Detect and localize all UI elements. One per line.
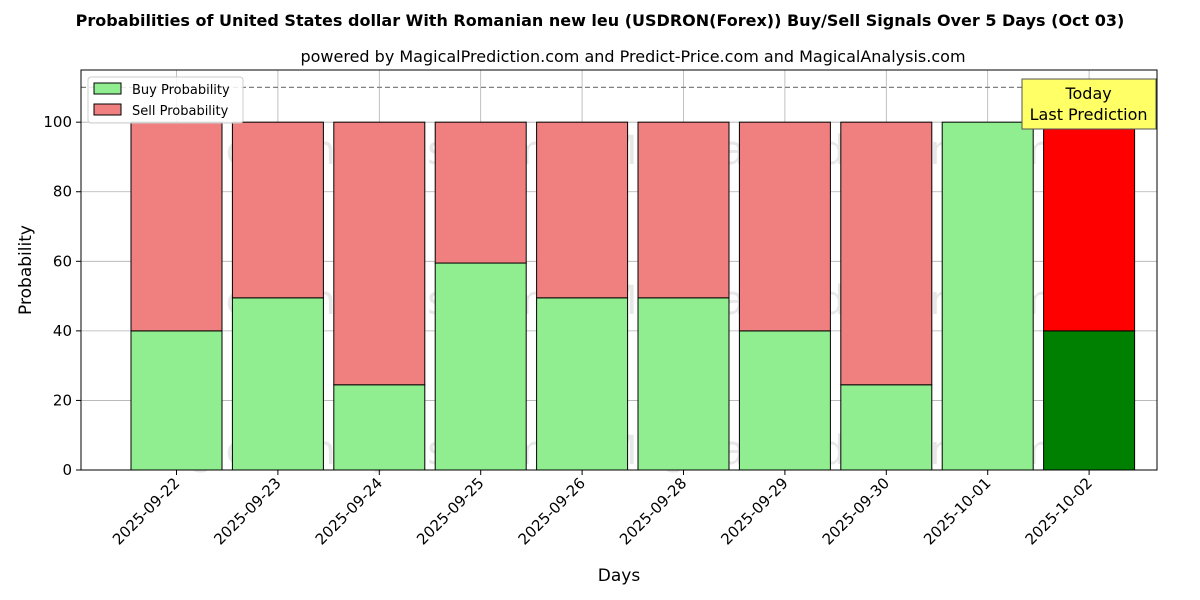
y-tick-label: 100 bbox=[43, 113, 72, 131]
buy-bar bbox=[231, 297, 324, 471]
legend: Buy Probability Sell Probability bbox=[87, 76, 244, 124]
buy-bar bbox=[840, 384, 933, 471]
buy-bar bbox=[941, 121, 1034, 471]
sell-bar bbox=[840, 121, 933, 386]
buy-bar bbox=[434, 262, 527, 471]
chart-title: Probabilities of United States dollar Wi… bbox=[76, 11, 1125, 30]
x-tick-label: 2025-09-28 bbox=[616, 474, 690, 548]
annotation-box: Today Last Prediction bbox=[1021, 78, 1157, 130]
annotation-text: Today bbox=[1064, 84, 1111, 103]
buy-bar bbox=[1043, 330, 1136, 471]
legend-label: Sell Probability bbox=[132, 104, 229, 119]
buy-bar bbox=[738, 330, 831, 471]
x-tick-label: 2025-09-23 bbox=[210, 474, 284, 548]
x-tick-label: 2025-09-26 bbox=[515, 474, 589, 548]
buy-bar bbox=[536, 297, 629, 471]
x-tick-label: 2025-10-02 bbox=[1022, 474, 1096, 548]
bars bbox=[130, 121, 1136, 471]
legend-frame bbox=[87, 76, 244, 124]
y-tick-label: 80 bbox=[53, 183, 72, 201]
buy-bar bbox=[333, 384, 426, 471]
annotation-box-bg bbox=[1021, 78, 1157, 130]
sell-bar bbox=[738, 121, 831, 332]
legend-label: Buy Probability bbox=[132, 83, 230, 98]
x-tick-label: 2025-09-30 bbox=[819, 474, 893, 548]
y-axis-label: Probability bbox=[16, 225, 36, 315]
y-axis: 0 20 40 60 80 100 bbox=[43, 113, 81, 479]
chart-subtitle: powered by MagicalPrediction.com and Pre… bbox=[300, 47, 965, 66]
sell-bar bbox=[130, 121, 223, 332]
sell-bar bbox=[637, 121, 730, 299]
x-tick-label: 2025-09-22 bbox=[109, 474, 183, 548]
sell-bar bbox=[434, 121, 527, 264]
sell-bar bbox=[333, 121, 426, 386]
x-axis: 2025-09-22 2025-09-23 2025-09-24 2025-09-25… bbox=[109, 470, 1096, 548]
y-tick-label: 0 bbox=[62, 461, 72, 479]
annotation-text: Last Prediction bbox=[1030, 105, 1148, 124]
y-tick-label: 20 bbox=[53, 391, 72, 409]
legend-swatch bbox=[93, 82, 122, 95]
x-axis-label: Days bbox=[598, 566, 641, 586]
legend-swatch bbox=[93, 103, 122, 116]
plot-frame bbox=[80, 69, 1158, 471]
y-tick-label: 40 bbox=[53, 322, 72, 340]
x-tick-label: 2025-09-24 bbox=[312, 474, 386, 548]
buy-bar bbox=[130, 330, 223, 471]
sell-bar bbox=[231, 121, 324, 299]
x-tick-label: 2025-10-01 bbox=[920, 474, 994, 548]
x-tick-label: 2025-09-25 bbox=[413, 474, 487, 548]
x-tick-label: 2025-09-29 bbox=[717, 474, 791, 548]
y-tick-label: 60 bbox=[53, 252, 72, 270]
sell-bar bbox=[1043, 121, 1136, 332]
sell-bar bbox=[536, 121, 629, 299]
buy-bar bbox=[637, 297, 730, 471]
